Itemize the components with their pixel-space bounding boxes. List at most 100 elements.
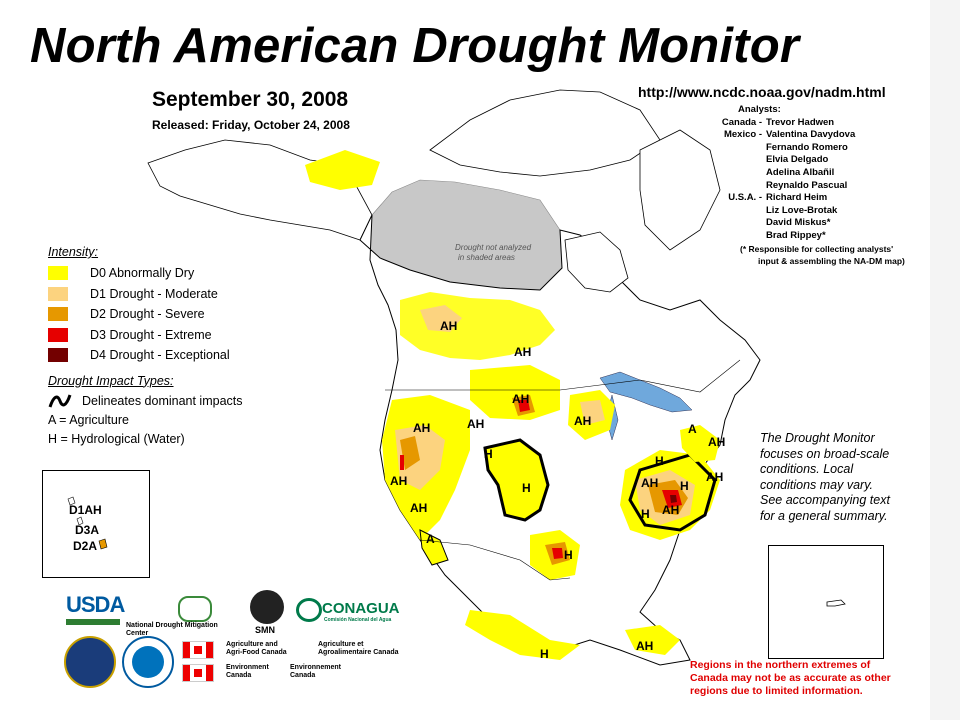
map-label-ah-2: AH: [514, 345, 531, 359]
environnement-canada-text: Environnement Canada: [290, 664, 341, 679]
central-impact-zone: [483, 438, 550, 522]
map-label-ah-7: AH: [390, 474, 407, 488]
source-url[interactable]: http://www.ncdc.noaa.gov/nadm.html: [638, 84, 886, 100]
analyst-row: Mexico - Valentina Davydova: [723, 129, 856, 141]
map-label-h-7: H: [540, 647, 549, 661]
legend-d0: D0 Abnormally Dry: [48, 263, 243, 284]
map-label-ah-8: AH: [410, 501, 427, 515]
northern-accuracy-warning: Regions in the northern extremes of Cana…: [690, 659, 891, 697]
map-label-ah-12: AH: [706, 470, 723, 484]
agriculture-canada-fr-text: Agriculture et Agroalimentaire Canada: [318, 641, 399, 656]
analyst-row: Elvia Delgado: [766, 154, 829, 166]
west-d3-zone: [400, 455, 404, 470]
analysts-note-1: (* Responsible for collecting analysts': [740, 243, 894, 254]
legend-d3: D3 Drought - Extreme: [48, 325, 243, 346]
mexico-d0-zone: [465, 610, 580, 660]
eastcoast-d0-zone: [680, 425, 720, 462]
doc-seal-icon: [64, 636, 116, 688]
map-label-ah-10: AH: [662, 503, 679, 517]
analyst-row: U.S.A. - Richard Heim: [728, 192, 828, 204]
page-title: North American Drought Monitor: [30, 19, 800, 73]
map-label-ah-5: AH: [467, 417, 484, 431]
analyst-row: Reynaldo Pascual: [766, 179, 848, 191]
analyst-row: Brad Rippey*: [766, 229, 826, 241]
analyst-row: Liz Love-Brotak: [766, 204, 838, 216]
baja-d0-zone: [419, 529, 449, 566]
map-label-ah-4: AH: [413, 421, 430, 435]
baffin-island: [639, 129, 721, 251]
legend-swatch: [48, 286, 68, 301]
alaska-inset-map: [67, 496, 108, 550]
legend-swatch: [48, 307, 68, 322]
west-d2-zone: [400, 436, 420, 470]
conagua-logo-text: CONAGUA: [322, 600, 400, 617]
ndmc-logo-icon: [178, 596, 212, 622]
impact-h: H = Hydrological (Water): [48, 432, 185, 446]
map-label-ah-3: AH: [512, 392, 529, 406]
analyst-row: Canada - Trevor Hadwen: [721, 116, 835, 128]
caveat-text: The Drought Monitor focuses on broad-sca…: [760, 431, 890, 523]
impact-line-icon: [48, 394, 72, 408]
analysts-note-2: input & assembling the NA-DM map): [758, 256, 905, 267]
analyst-row: Adelina Albañil: [766, 166, 835, 178]
legend-swatch: [48, 348, 68, 363]
alaska-inset-d2: D2A: [73, 539, 98, 553]
map-label-ah-9: AH: [641, 476, 658, 490]
environment-canada-text: Environment Canada: [226, 664, 269, 679]
map-label-ah-1: AH: [440, 319, 457, 333]
analyst-row: Fernando Romero: [766, 141, 848, 153]
map-date: September 30, 2008: [152, 88, 349, 111]
legend-swatch: [48, 266, 68, 281]
agriculture-canada-text: Agriculture and Agri-Food Canada: [226, 641, 287, 656]
alaska-inset: D1AH D3A D2A: [42, 470, 150, 578]
map-label-ah-6: AH: [574, 414, 591, 428]
right-margin-strip: [930, 0, 960, 720]
ndmc-logo-text: National Drought Mitigation Center: [126, 622, 218, 637]
conagua-logo-subtitle: Comisión Nacional del Agua: [324, 617, 392, 623]
map-label-a-1: A: [688, 422, 697, 436]
map-label-h-6: H: [564, 548, 573, 562]
us-mexico-border: [419, 539, 571, 581]
map-label-h-4: H: [680, 479, 689, 493]
legend-swatch: [48, 327, 68, 342]
texas-d3-zone: [552, 548, 563, 559]
yucatan-d0-zone: [625, 625, 680, 655]
smn-logo-icon: [250, 590, 284, 624]
legend-d4: D4 Drought - Exceptional: [48, 345, 243, 366]
map-label-h-5: H: [641, 507, 650, 521]
intensity-title: Intensity:: [48, 245, 99, 259]
alaska-inset-d3: D3A: [75, 523, 100, 537]
map-label-h-1: H: [484, 447, 493, 461]
legend: Intensity: D0 Abnormally Dry D1 Drought …: [48, 245, 243, 449]
impact-line-row: Delineates dominant impacts: [48, 392, 243, 411]
analyst-row: David Miskus*: [766, 217, 831, 229]
hudson-bay: [564, 231, 629, 293]
map-label-h-2: H: [522, 481, 531, 495]
not-analyzed-label-2: in shaded areas: [458, 253, 515, 262]
us-canada-border: [385, 359, 741, 393]
canada-flag-icon: [182, 641, 214, 659]
arctic-islands: [429, 89, 661, 177]
canada-flag-icon: [182, 664, 214, 682]
map-label-ah-11: AH: [708, 435, 725, 449]
midwest-d1-zone: [580, 400, 605, 425]
release-date: Released: Friday, October 24, 2008: [152, 118, 350, 132]
analysts-list: Analysts: Canada - Trevor Hadwen Mexico -…: [700, 104, 905, 268]
legend-d1: D1 Drought - Moderate: [48, 284, 243, 305]
southeast-d4-zone: [670, 495, 677, 503]
plains-d0-zone: [470, 365, 560, 420]
plains-d3-zone: [518, 400, 530, 412]
analysts-header: Analysts:: [738, 104, 781, 115]
impact-title: Drought Impact Types:: [48, 373, 174, 388]
alaska-inset-d1: D1AH: [69, 503, 102, 517]
not-analyzed-label-1: Drought not analyzed: [455, 243, 532, 252]
noaa-logo-icon: [122, 636, 174, 688]
usda-logo: USDA: [66, 592, 125, 625]
smn-logo-text: SMN: [255, 625, 275, 635]
map-label-h-3: H: [655, 454, 664, 468]
puerto-rico-map: [826, 599, 846, 607]
map-label-ah-13: AH: [636, 639, 653, 653]
impact-a: A = Agriculture: [48, 413, 129, 427]
canada-d1-zone: [420, 305, 462, 332]
